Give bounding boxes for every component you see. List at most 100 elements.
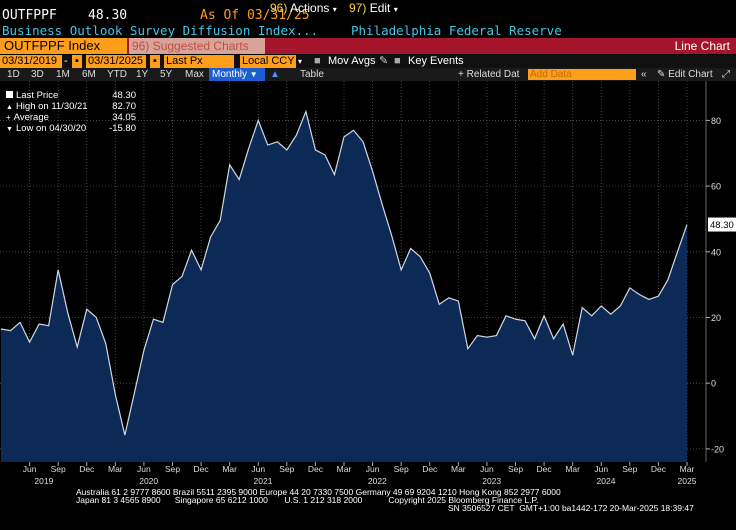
related-data-button[interactable]: + Related Dat [458, 68, 519, 81]
edit-chart-label: Edit Chart [668, 69, 713, 80]
start-date-input[interactable]: 03/31/2019 [0, 55, 62, 68]
mov-avgs-checkbox[interactable]: ■ [314, 55, 321, 67]
footer-session: SN 3506527 CET GMT+1:00 ba1442-172 20-Ma… [448, 503, 694, 513]
key-events-checkbox[interactable]: ■ [394, 55, 401, 67]
line-chart-icon[interactable]: ▲ [270, 69, 280, 80]
range-5y-button[interactable]: 5Y [160, 69, 173, 80]
suggested-charts-label: Suggested Charts [152, 39, 249, 53]
table-button[interactable]: Table [300, 69, 324, 80]
legend-last-label: Last Price [16, 90, 59, 101]
x-tick-label: Mar [680, 464, 695, 474]
currency-select[interactable]: Local CCY [240, 55, 296, 68]
x-year-label: 2021 [254, 476, 273, 486]
x-year-label: 2020 [139, 476, 158, 486]
x-tick-label: Mar [337, 464, 352, 474]
x-tick-label: Mar [222, 464, 237, 474]
calendar-icon[interactable]: ▪ [150, 55, 160, 68]
edit-menu-button[interactable]: 97) Edit ▾ [349, 0, 398, 16]
x-tick-label: Jun [480, 464, 494, 474]
pencil-icon[interactable]: ✎ [379, 55, 389, 67]
x-tick-label: Dec [651, 464, 667, 474]
add-data-input[interactable]: Add Data [528, 69, 636, 80]
price-line [0, 109, 688, 436]
chevron-down-icon[interactable]: ▾ [298, 57, 303, 66]
frequency-label: Monthly [212, 69, 248, 80]
chevron-down-icon: ▾ [332, 5, 337, 14]
key-events-label[interactable]: Key Events [408, 55, 464, 67]
x-tick-label: Sep [165, 464, 180, 474]
y-axis: -20 0 20 40 60 80 [706, 116, 724, 454]
as-of-date: As Of 03/31/25 [200, 8, 310, 23]
end-date-input[interactable]: 03/31/2025 [86, 55, 146, 68]
x-tick-label: Dec [79, 464, 95, 474]
chart-legend[interactable]: Last Price 48.30 ▲ High on 11/30/21 82.70… [6, 90, 136, 134]
y-tick-label: 20 [711, 313, 721, 323]
x-tick-label: Sep [622, 464, 637, 474]
last-value-marker: 48.30 [708, 217, 736, 232]
x-year-label: 2022 [368, 476, 387, 486]
range-ytd-button[interactable]: YTD [107, 69, 127, 80]
legend-avg-label: Average [13, 112, 49, 123]
y-tick-label: 60 [711, 182, 721, 192]
x-tick-label: Sep [394, 464, 409, 474]
legend-high-label: High on 11/30/21 [15, 101, 88, 112]
range-3d-button[interactable]: 3D [31, 69, 44, 80]
footer-contacts-2: Japan 81 3 4565 8900 Singapore 65 6212 1… [76, 495, 539, 505]
area-fill [1, 111, 687, 463]
data-source: Philadelphia Federal Reserve [351, 23, 562, 38]
x-tick-label: Jun [137, 464, 151, 474]
footer-contacts-1: Australia 61 2 9777 8600 Brazil 5511 239… [76, 487, 561, 497]
frequency-select[interactable]: Monthly ▼ [209, 68, 265, 81]
x-year-label: 2025 [678, 476, 697, 486]
x-tick-label: Sep [279, 464, 294, 474]
chart-type-label: Line Chart [674, 39, 730, 53]
legend-high: ▲ High on 11/30/21 82.70 [6, 101, 136, 112]
actions-menu-button[interactable]: 96) Actions ▾ [270, 0, 337, 16]
x-tick-label: Sep [51, 464, 66, 474]
legend-avg-value: 34.05 [112, 112, 136, 123]
x-tick-label: Dec [308, 464, 324, 474]
legend-high-value: 82.70 [112, 101, 136, 112]
legend-last-price: Last Price 48.30 [6, 90, 136, 101]
last-value-box [708, 217, 736, 232]
square-icon [6, 91, 13, 98]
y-tick-label: 80 [711, 116, 721, 126]
actions-label: Actions [290, 1, 330, 15]
range-1d-button[interactable]: 1D [7, 69, 20, 80]
suggested-charts-button[interactable]: 96) Suggested Charts [129, 38, 265, 54]
ticker-last-value: 48.30 [88, 8, 128, 23]
x-axis: Jun Sep Dec Mar Jun Sep Dec Mar Jun Sep Dec Mar Jun S… [23, 462, 697, 486]
dash-icon: + [6, 113, 11, 122]
legend-average: + Average 34.05 [6, 112, 136, 123]
y-tick-label: 0 [711, 379, 716, 389]
add-data-placeholder: Add Data [530, 69, 572, 80]
y-tick-label: -20 [711, 444, 724, 454]
footer: Australia 61 2 9777 8600 Brazil 5511 239… [0, 488, 736, 530]
suggested-charts-num: 96) [132, 39, 150, 53]
range-1m-button[interactable]: 1M [56, 69, 70, 80]
collapse-icon[interactable]: « [641, 69, 647, 80]
caret-up-icon: ▲ [6, 104, 13, 111]
date-separator: - [64, 55, 68, 67]
x-tick-label: Dec [422, 464, 438, 474]
edit-label: Edit [369, 1, 391, 15]
x-tick-label: Dec [194, 464, 210, 474]
edit-chart-button[interactable]: ✎ Edit Chart [657, 68, 713, 81]
mov-avgs-label[interactable]: Mov Avgs [328, 55, 376, 67]
chevron-down-icon: ▼ [249, 70, 258, 79]
range-1y-button[interactable]: 1Y [136, 69, 149, 80]
edit-num: 97) [349, 1, 367, 15]
range-max-button[interactable]: Max [185, 69, 204, 80]
range-6m-button[interactable]: 6M [82, 69, 96, 80]
legend-low-label: Low on 04/30/20 [15, 123, 87, 134]
x-tick-label: Dec [537, 464, 553, 474]
chevron-down-icon: ▾ [393, 5, 398, 14]
security-input[interactable]: OUTFPPF Index [0, 38, 127, 54]
calendar-icon[interactable]: ▪ [72, 55, 82, 68]
legend-low: ▼ Low on 04/30/20 -15.80 [6, 123, 136, 134]
plus-icon: + [458, 69, 464, 80]
x-tick-label: Mar [565, 464, 580, 474]
field-select[interactable]: Last Px [164, 55, 234, 68]
expand-icon[interactable]: ⤢ [722, 69, 730, 80]
